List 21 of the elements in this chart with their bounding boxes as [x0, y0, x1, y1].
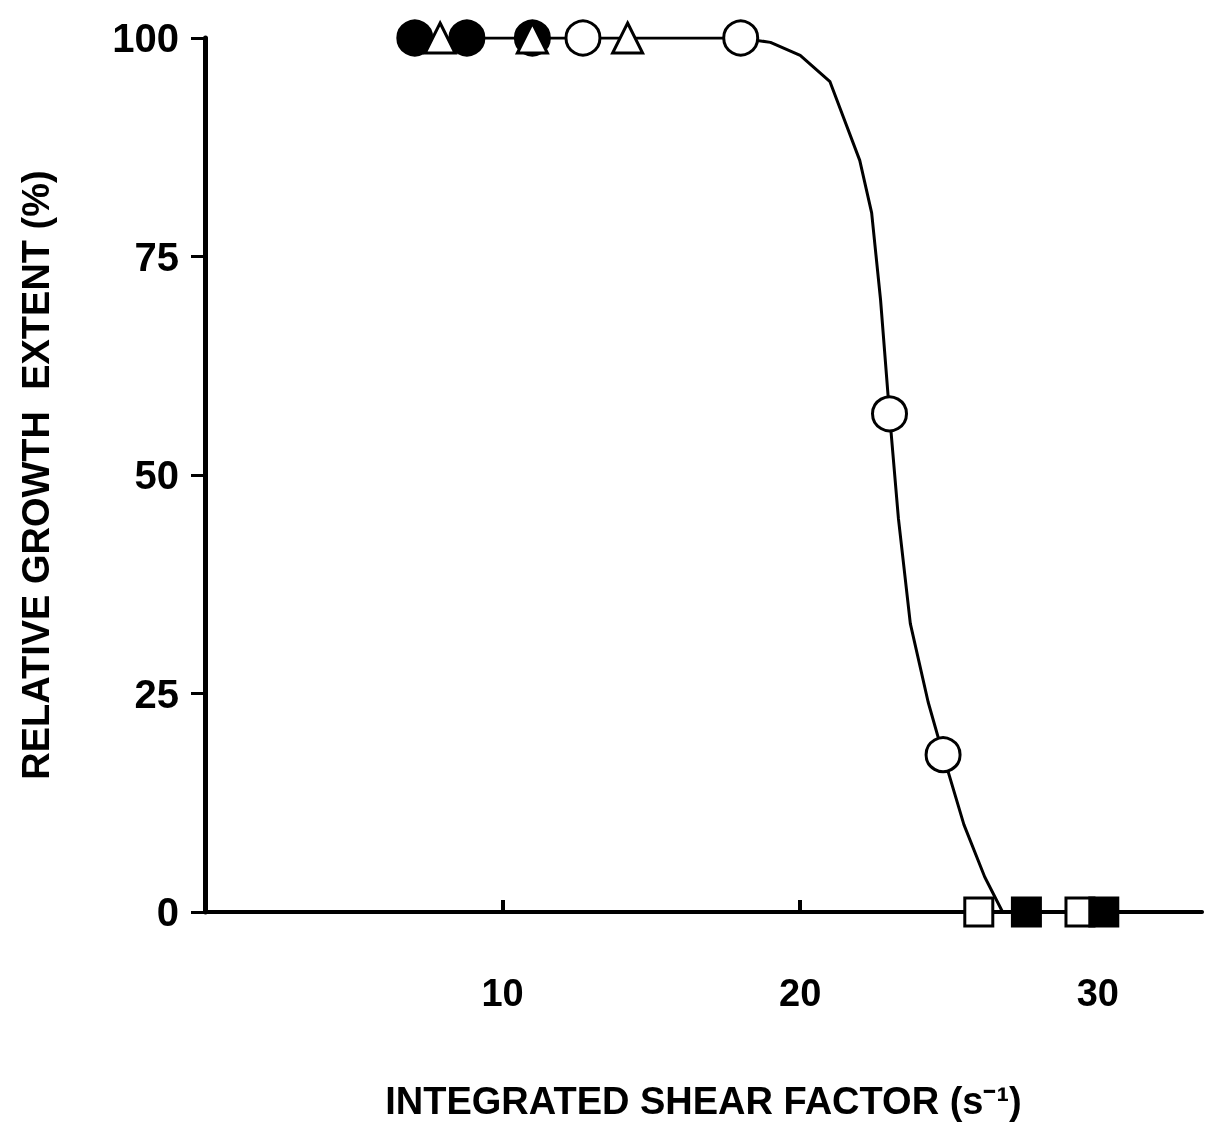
point	[924, 736, 962, 774]
x-tick-label: 20	[779, 972, 822, 1014]
point	[871, 395, 909, 433]
point	[722, 19, 760, 57]
point	[1088, 896, 1120, 928]
point	[611, 21, 645, 55]
x-axis-title: INTEGRATED SHEAR FACTOR (s⁻¹)	[385, 1080, 1022, 1122]
point	[963, 896, 995, 928]
y-tick-label: 50	[134, 453, 179, 497]
x-tick-label: 30	[1076, 972, 1119, 1014]
y-axis-title: RELATIVE GROWTH EXTENT (%)	[15, 170, 57, 780]
point	[564, 19, 602, 57]
y-tick-label: 25	[134, 671, 179, 716]
point	[423, 21, 457, 55]
y-tick-label: 100	[112, 16, 179, 60]
y-tick-label: 0	[156, 890, 179, 934]
point	[1010, 896, 1042, 928]
y-tick-label: 75	[134, 234, 179, 279]
point	[448, 19, 486, 57]
x-tick-label: 10	[481, 972, 524, 1014]
point	[396, 19, 434, 57]
